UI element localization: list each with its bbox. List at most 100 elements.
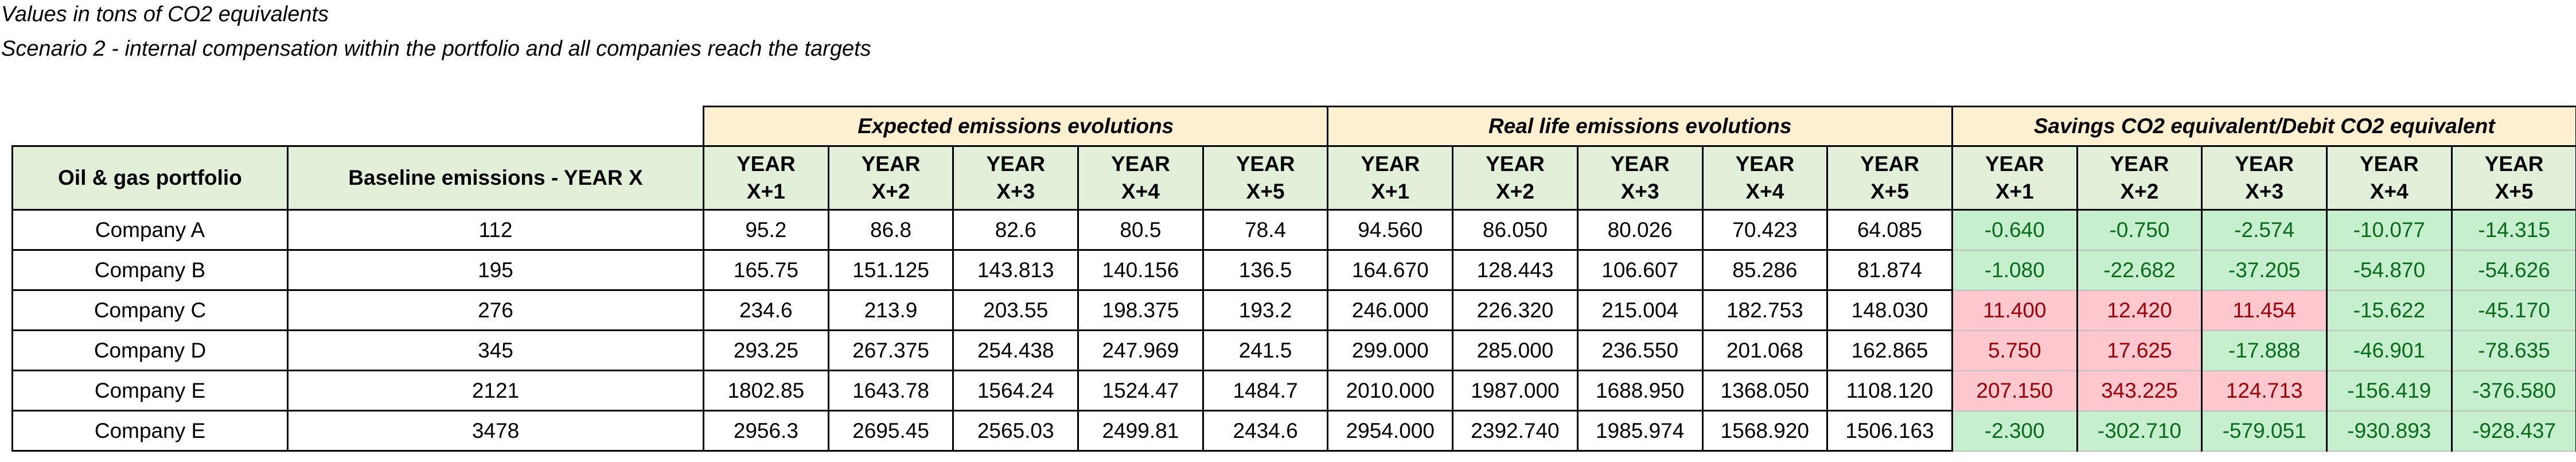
saving-cell: -2.574 (2201, 209, 2328, 251)
expected-cell: 1643.78 (827, 370, 954, 411)
baseline-cell: 276 (287, 289, 704, 331)
baseline-header: Baseline emissions - YEAR X (287, 145, 704, 211)
savings-year-header: YEAR X+5 (2450, 145, 2576, 211)
expected-cell: 1564.24 (952, 370, 1079, 411)
debit-cell: 11.400 (1951, 289, 2078, 331)
real-year-header: YEAR X+1 (1327, 145, 1454, 211)
expected-cell: 95.2 (703, 209, 829, 251)
company-cell: Company E (11, 410, 289, 452)
expected-cell: 86.8 (827, 209, 954, 251)
table-row: Company D 345 293.25 267.375 254.438 247.969 2… (11, 329, 2576, 371)
real-cell: 215.004 (1576, 289, 1704, 331)
expected-cell: 267.375 (827, 329, 954, 371)
expected-cell: 136.5 (1202, 249, 1329, 291)
emissions-table: Expected emissions evolutions Real life … (11, 106, 2576, 452)
real-cell: 128.443 (1452, 249, 1579, 291)
real-cell: 148.030 (1826, 289, 1953, 331)
real-year-header: YEAR X+4 (1701, 145, 1829, 211)
baseline-cell: 2121 (287, 370, 704, 411)
saving-cell: -0.640 (1951, 209, 2078, 251)
expected-year-header: YEAR X+4 (1077, 145, 1204, 211)
expected-cell: 293.25 (703, 329, 829, 371)
real-cell: 64.085 (1826, 209, 1953, 251)
saving-cell: -45.170 (2450, 289, 2576, 331)
saving-cell: -17.888 (2201, 329, 2328, 371)
expected-cell: 165.75 (703, 249, 829, 291)
expected-cell: 213.9 (827, 289, 954, 331)
real-cell: 162.865 (1826, 329, 1953, 371)
expected-cell: 2565.03 (952, 410, 1079, 452)
real-cell: 1368.050 (1701, 370, 1829, 411)
saving-cell: -54.626 (2450, 249, 2576, 291)
saving-cell: -15.622 (2325, 289, 2453, 331)
real-cell: 1987.000 (1452, 370, 1579, 411)
savings-group-header: Savings CO2 equivalent/Debit CO2 equival… (1951, 106, 2576, 147)
real-cell: 80.026 (1576, 209, 1704, 251)
real-cell: 81.874 (1826, 249, 1953, 291)
saving-cell: -22.682 (2076, 249, 2203, 291)
real-cell: 299.000 (1327, 329, 1454, 371)
real-cell: 285.000 (1452, 329, 1579, 371)
baseline-cell: 3478 (287, 410, 704, 452)
expected-cell: 78.4 (1202, 209, 1329, 251)
saving-cell: -156.419 (2325, 370, 2453, 411)
saving-cell: -930.893 (2325, 410, 2453, 452)
real-cell: 70.423 (1701, 209, 1829, 251)
real-cell: 246.000 (1327, 289, 1454, 331)
expected-cell: 143.813 (952, 249, 1079, 291)
empty-corner (12, 106, 704, 146)
real-cell: 1568.920 (1701, 410, 1829, 452)
real-cell: 1108.120 (1826, 370, 1953, 411)
expected-cell: 151.125 (827, 249, 954, 291)
expected-cell: 2956.3 (703, 410, 829, 452)
expected-cell: 140.156 (1077, 249, 1204, 291)
company-cell: Company A (11, 209, 289, 251)
expected-cell: 1484.7 (1202, 370, 1329, 411)
debit-cell: 11.454 (2201, 289, 2328, 331)
debit-cell: 5.750 (1951, 329, 2078, 371)
saving-cell: -78.635 (2450, 329, 2576, 371)
real-cell: 85.286 (1701, 249, 1829, 291)
savings-year-header: YEAR X+1 (1951, 145, 2078, 211)
saving-cell: -579.051 (2201, 410, 2328, 452)
real-cell: 106.607 (1576, 249, 1704, 291)
real-cell: 2010.000 (1327, 370, 1454, 411)
portfolio-header: Oil & gas portfolio (11, 145, 289, 211)
saving-cell: -46.901 (2325, 329, 2453, 371)
real-cell: 1506.163 (1826, 410, 1953, 452)
table-row: Company E 3478 2956.3 2695.45 2565.03 2499.81… (11, 410, 2576, 452)
saving-cell: -37.205 (2201, 249, 2328, 291)
expected-cell: 203.55 (952, 289, 1079, 331)
column-header-row: Oil & gas portfolio Baseline emissions -… (11, 145, 2576, 211)
company-cell: Company D (11, 329, 289, 371)
saving-cell: -14.315 (2450, 209, 2576, 251)
table-row: Company A 112 95.2 86.8 82.6 80.5 78.4 94.560 86… (11, 209, 2576, 251)
baseline-cell: 112 (287, 209, 704, 251)
expected-cell: 80.5 (1077, 209, 1204, 251)
company-cell: Company C (11, 289, 289, 331)
table-body: Company A 112 95.2 86.8 82.6 80.5 78.4 94.560 86… (11, 209, 2576, 452)
saving-cell: -2.300 (1951, 410, 2078, 452)
expected-cell: 82.6 (952, 209, 1079, 251)
expected-cell: 1802.85 (703, 370, 829, 411)
expected-cell: 241.5 (1202, 329, 1329, 371)
real-cell: 2392.740 (1452, 410, 1579, 452)
expected-year-header: YEAR X+5 (1202, 145, 1329, 211)
real-year-header: YEAR X+5 (1826, 145, 1953, 211)
saving-cell: -0.750 (2076, 209, 2203, 251)
expected-cell: 198.375 (1077, 289, 1204, 331)
expected-year-header: YEAR X+3 (952, 145, 1079, 211)
expected-cell: 247.969 (1077, 329, 1204, 371)
expected-group-header: Expected emissions evolutions (702, 106, 1329, 147)
debit-cell: 17.625 (2076, 329, 2203, 371)
savings-year-header: YEAR X+3 (2201, 145, 2328, 211)
real-cell: 1985.974 (1576, 410, 1704, 452)
real-cell: 1688.950 (1576, 370, 1704, 411)
real-year-header: YEAR X+2 (1452, 145, 1579, 211)
saving-cell: -376.580 (2450, 370, 2576, 411)
expected-cell: 1524.47 (1077, 370, 1204, 411)
expected-cell: 2695.45 (827, 410, 954, 452)
savings-year-header: YEAR X+4 (2325, 145, 2453, 211)
expected-cell: 193.2 (1202, 289, 1329, 331)
real-cell: 2954.000 (1327, 410, 1454, 452)
